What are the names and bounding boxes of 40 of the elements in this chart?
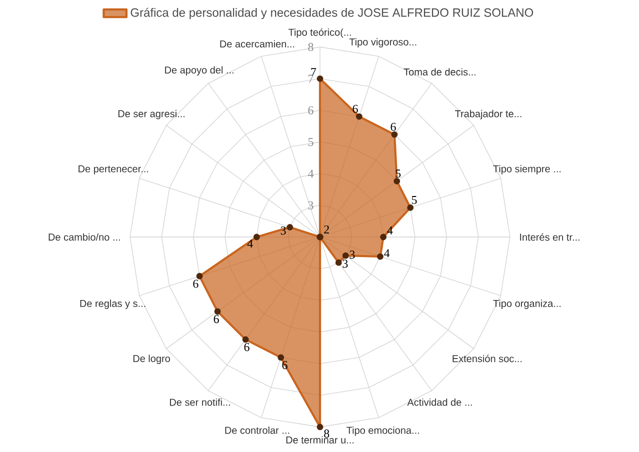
spoke-label: Trabajador te... bbox=[454, 110, 522, 120]
spoke-label: Toma de decis... bbox=[404, 68, 476, 76]
spoke-label: De reglas y s... bbox=[80, 300, 146, 309]
spoke-label: Extensión soc... bbox=[452, 354, 522, 362]
legend-label: Gráfica de personalidad y necesidades de JOSE ALFREDO RUIZ SOLANO bbox=[130, 8, 534, 20]
spoke-label: De logro bbox=[133, 354, 170, 364]
y-tick-label: 4 bbox=[308, 170, 314, 178]
spoke-label: De pertenecer... bbox=[78, 165, 148, 174]
spoke-label: De apoyo del ... bbox=[165, 66, 234, 76]
y-tick-label: 5 bbox=[308, 138, 314, 146]
spoke-label: De cambio/no ... bbox=[48, 233, 120, 241]
data-label: 4 bbox=[384, 249, 390, 258]
data-label: 6 bbox=[390, 122, 396, 131]
spoke-label: De ser agresi... bbox=[118, 110, 184, 120]
y-tick-label: 3 bbox=[308, 201, 314, 210]
spoke-label: Tipo organiza... bbox=[493, 300, 561, 309]
y-tick-label: 6 bbox=[308, 106, 314, 114]
spoke-label: Actividad de ... bbox=[407, 398, 472, 406]
y-tick-label: 8 bbox=[308, 42, 314, 52]
data-label: 4 bbox=[247, 240, 253, 248]
data-label: 3 bbox=[342, 260, 348, 268]
data-label: 3 bbox=[350, 250, 355, 259]
spoke-label: Interés en tr... bbox=[520, 233, 580, 241]
spoke-label: De ser notifi... bbox=[170, 398, 230, 406]
y-tick-label: 7 bbox=[308, 74, 314, 83]
spoke-label: De acercamien... bbox=[220, 40, 294, 48]
data-label: 8 bbox=[324, 430, 330, 438]
spoke-label: Tipo emociona... bbox=[346, 426, 419, 436]
spoke-label: Tipo siempre ... bbox=[493, 165, 561, 174]
data-label: 5 bbox=[412, 196, 417, 204]
data-label: 6 bbox=[193, 280, 198, 288]
spoke-label: De controlar ... bbox=[225, 426, 290, 434]
spoke-label: Tipo teórico(... bbox=[288, 28, 351, 38]
spoke-label: De terminar u... bbox=[286, 436, 354, 444]
data-label: 2 bbox=[324, 225, 329, 234]
data-label: 3 bbox=[280, 226, 286, 235]
data-label: 6 bbox=[214, 315, 219, 324]
data-label: 6 bbox=[244, 343, 250, 352]
spoke-label: Tipo vigoroso... bbox=[349, 38, 416, 48]
data-label: 6 bbox=[352, 104, 358, 113]
